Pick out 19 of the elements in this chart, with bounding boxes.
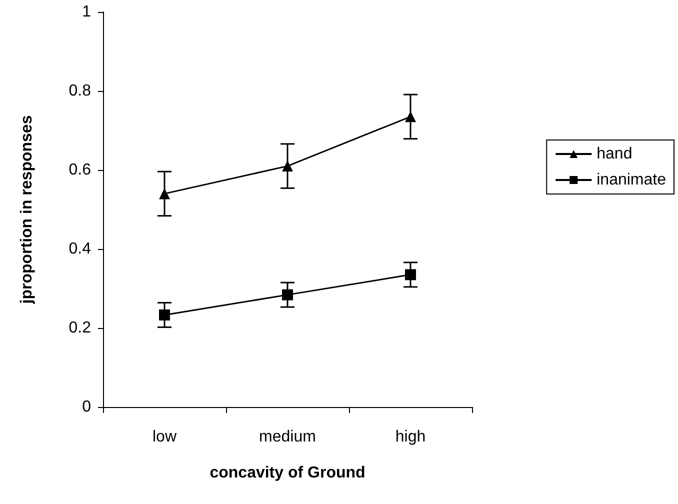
y-axis-title: jproportion in responses: [18, 115, 36, 305]
x-tick-label: high: [395, 428, 426, 446]
point: [282, 160, 293, 172]
legend-label: hand: [596, 146, 632, 162]
point: [405, 111, 416, 122]
point: [282, 289, 293, 300]
y-tick-label: 0.2: [68, 320, 92, 336]
x-tick-label: medium: [259, 428, 316, 446]
y-tick-label: 0: [82, 398, 92, 416]
x-tick-label: low: [152, 428, 177, 446]
point: [405, 269, 416, 280]
point: [159, 188, 170, 200]
y-tick-label: 0.4: [68, 240, 92, 258]
x-axis-title: concavity of Ground: [210, 464, 366, 482]
legend-label: inanimate: [596, 172, 666, 188]
y-tick-label: 1: [82, 4, 92, 20]
point: [159, 309, 170, 320]
y-tick-label: 0.6: [68, 162, 92, 178]
y-tick-label: 0.8: [68, 82, 92, 100]
